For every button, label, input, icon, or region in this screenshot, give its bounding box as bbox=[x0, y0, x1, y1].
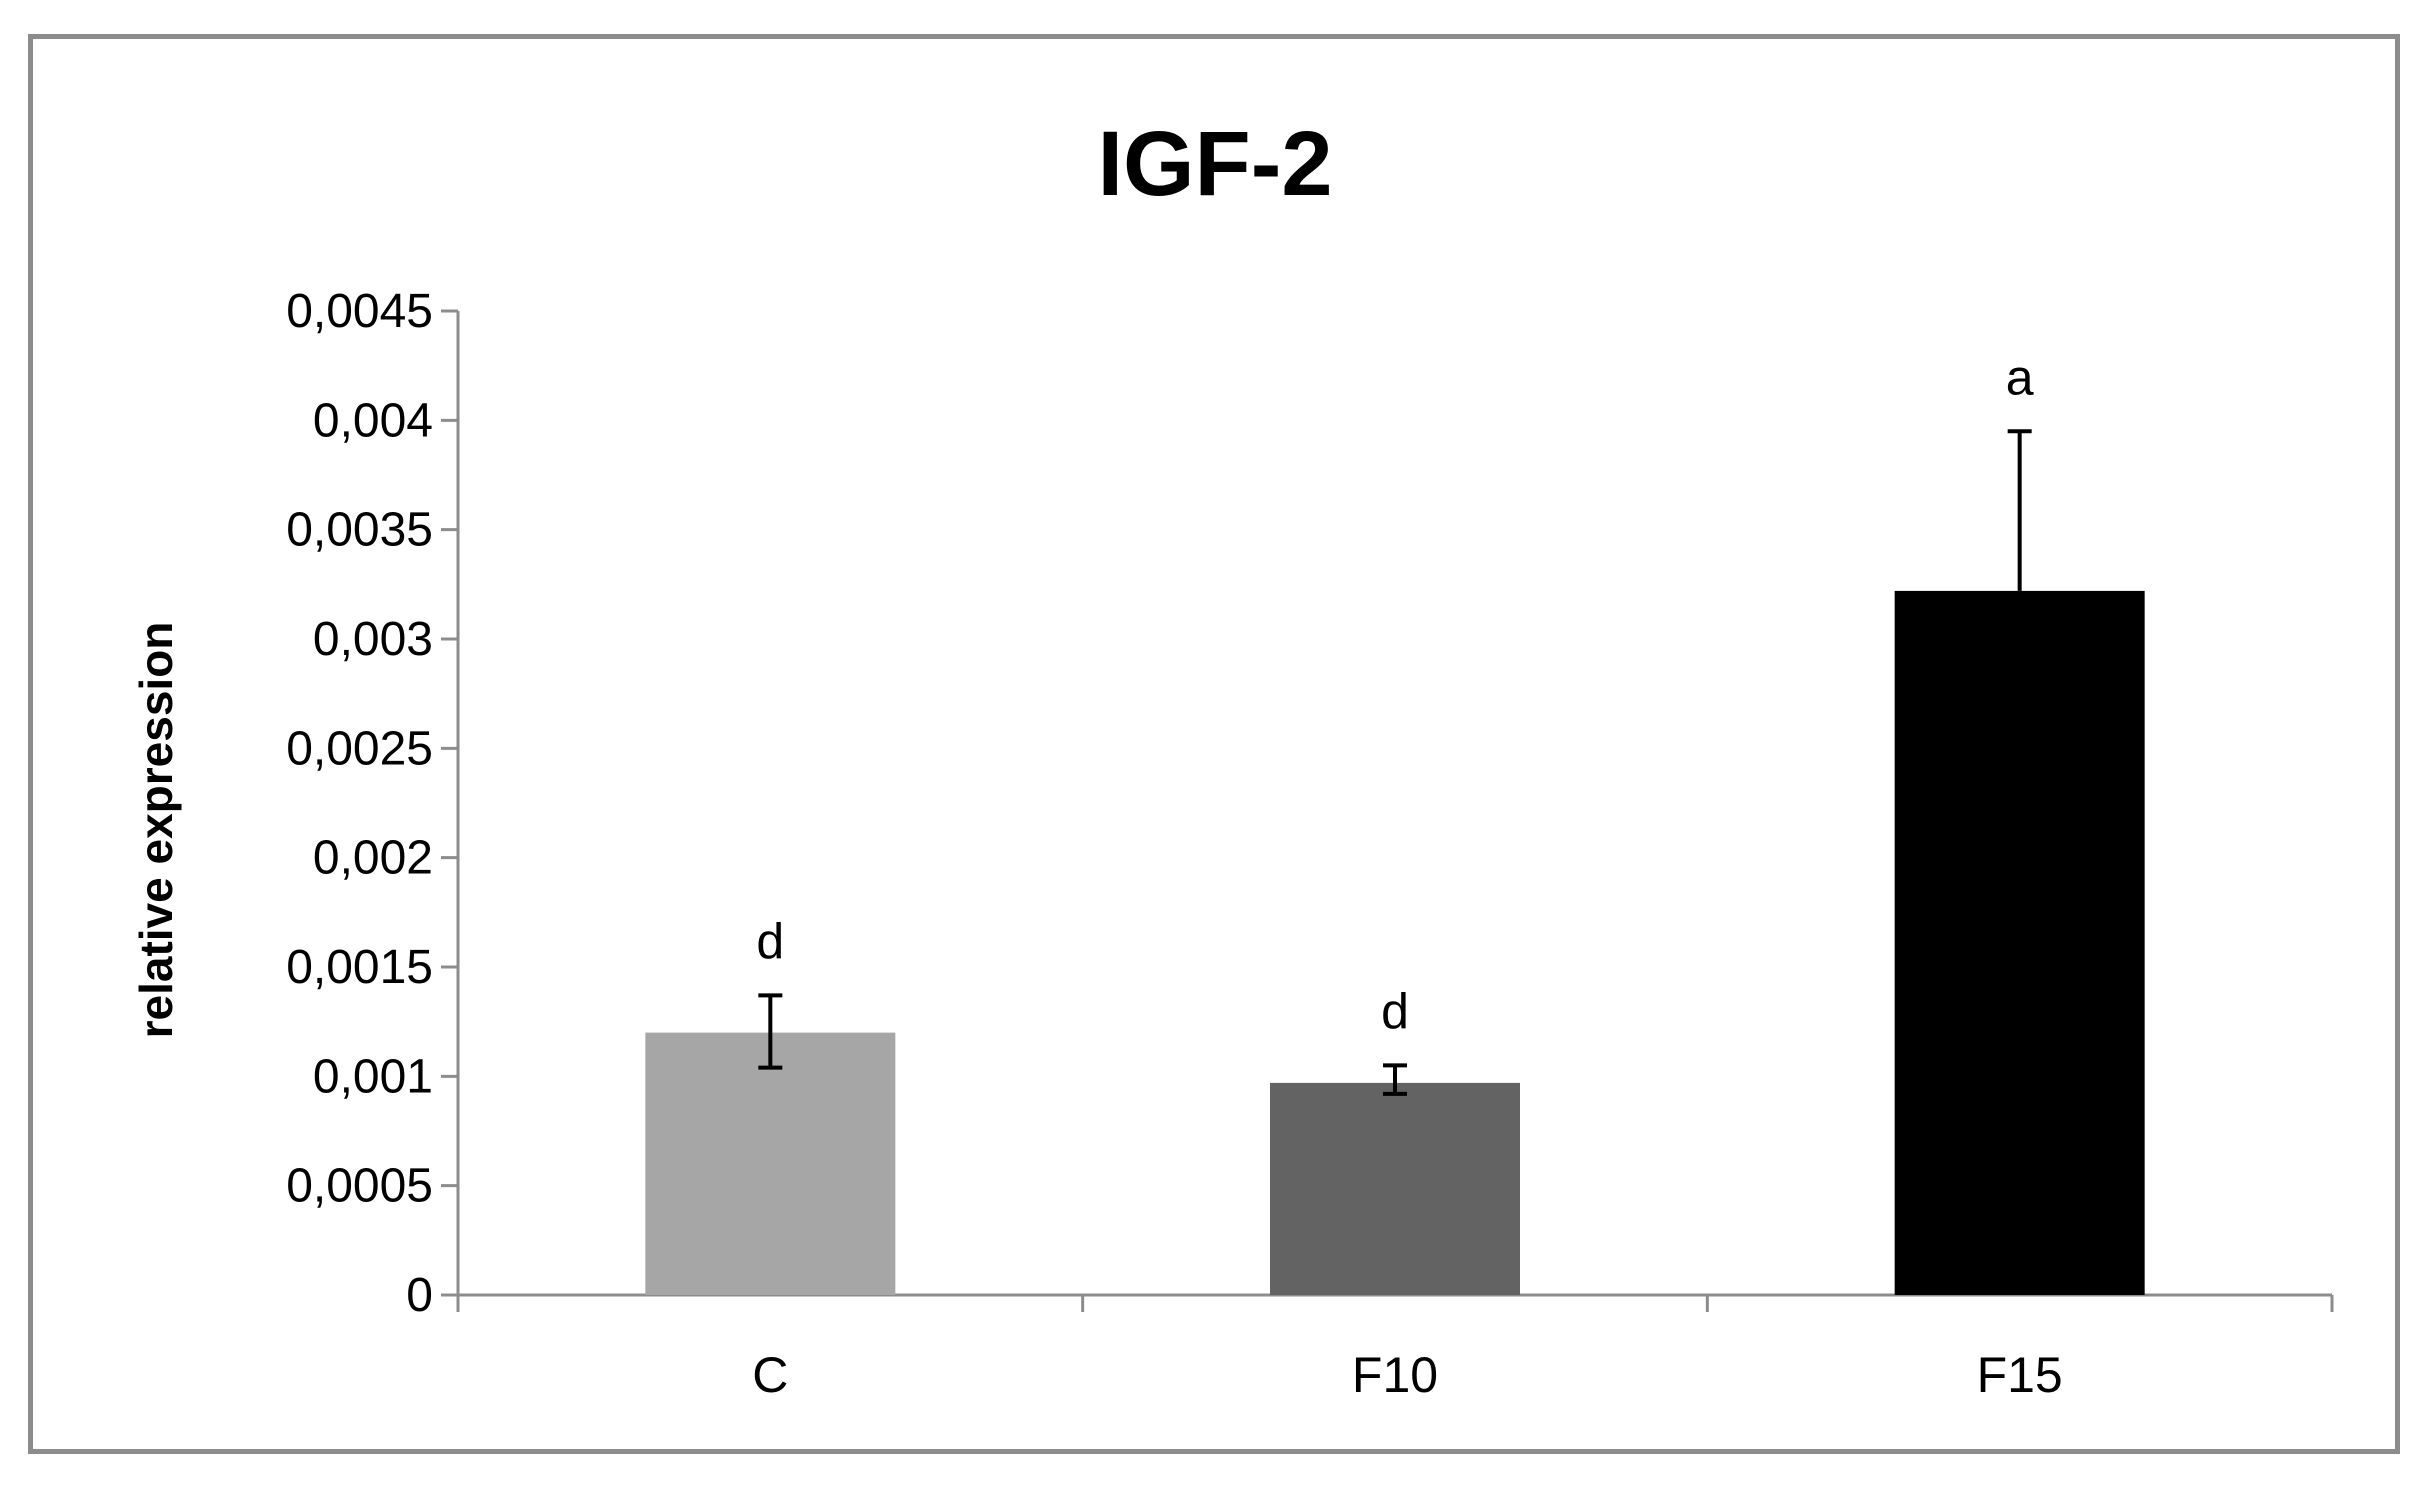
plot-area: 0 0,0005 0,001 0,0015 0,002 0,0025 0,003 0,0035… bbox=[286, 285, 2334, 1403]
x-tick-label: C bbox=[752, 1347, 788, 1403]
chart-title: IGF-2 bbox=[1097, 113, 1332, 215]
y-axis-label: relative expression bbox=[130, 622, 182, 1039]
y-tick-label: 0,0005 bbox=[286, 1160, 433, 1213]
bar-f15 bbox=[1894, 590, 2145, 1295]
y-tick-label: 0 bbox=[406, 1269, 433, 1322]
significance-label: d bbox=[1381, 983, 1409, 1039]
y-tick-label: 0,0045 bbox=[286, 285, 433, 338]
y-tick-label: 0,0025 bbox=[286, 722, 433, 775]
y-tick-label: 0,003 bbox=[313, 613, 433, 666]
bar-f10 bbox=[1270, 1082, 1520, 1295]
y-tick-label: 0,0035 bbox=[286, 504, 433, 557]
y-tick-label: 0,0015 bbox=[286, 941, 433, 994]
significance-label: d bbox=[756, 913, 784, 969]
y-tick-label: 0,004 bbox=[313, 394, 433, 447]
x-tick-label: F15 bbox=[1977, 1347, 2063, 1403]
significance-label: a bbox=[2006, 349, 2034, 405]
bar-c bbox=[645, 1032, 896, 1295]
y-tick-label: 0,002 bbox=[313, 832, 433, 885]
y-tick-label: 0,001 bbox=[313, 1050, 433, 1103]
x-tick-label: F10 bbox=[1352, 1347, 1438, 1403]
